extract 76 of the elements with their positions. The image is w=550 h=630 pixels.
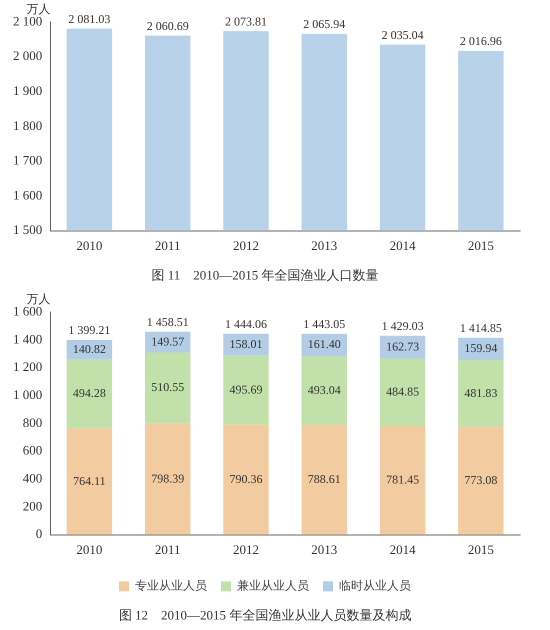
y-tick-label: 1 200 xyxy=(13,359,42,374)
bar xyxy=(66,360,112,428)
bar xyxy=(144,332,190,353)
total-label: 1 444.06 xyxy=(224,316,267,331)
y-tick-label: 800 xyxy=(22,414,42,430)
y-tick-label: 600 xyxy=(22,442,42,458)
bar xyxy=(458,360,504,428)
data-label: 149.57 xyxy=(151,334,184,348)
y-tick-label: 200 xyxy=(22,498,42,514)
y-axis-title: 万人 xyxy=(26,2,50,16)
x-tick-label: 2013 xyxy=(311,238,338,254)
x-tick-label: 2014 xyxy=(390,542,416,558)
data-label: 495.69 xyxy=(229,382,262,396)
data-label: 140.82 xyxy=(72,342,106,356)
total-label: 1 443.05 xyxy=(303,317,346,332)
y-tick-label: 1 000 xyxy=(13,386,42,402)
x-tick-label: 2015 xyxy=(468,542,494,558)
x-tick-label: 2011 xyxy=(154,238,180,254)
bar xyxy=(302,356,347,425)
x-tick-label: 2013 xyxy=(311,542,338,558)
y-tick-label: 2 000 xyxy=(13,48,42,64)
total-label: 1 399.21 xyxy=(68,323,110,338)
bar xyxy=(380,426,426,535)
x-tick-label: 2012 xyxy=(232,542,259,558)
data-label: 161.40 xyxy=(308,337,341,352)
y-tick-label: 1 700 xyxy=(13,152,42,168)
y-tick-label: 1 500 xyxy=(13,222,42,238)
y-tick-label: 0 xyxy=(36,526,42,542)
x-tick-label: 2011 xyxy=(154,542,180,558)
data-label: 798.39 xyxy=(151,471,184,486)
bar xyxy=(458,427,504,535)
bar xyxy=(223,424,269,535)
data-label: 773.08 xyxy=(464,473,498,488)
x-tick-label: 2010 xyxy=(76,542,102,558)
text: 图 11 2010—2015 年全国渔业人口数量 xyxy=(151,268,379,283)
y-tick-label: 1 400 xyxy=(13,331,42,346)
legend-label: 兼业从业人员 xyxy=(237,578,309,593)
data-label: 510.55 xyxy=(151,380,184,394)
x-tick-label: 2014 xyxy=(390,238,416,254)
y-tick-label: 1 800 xyxy=(13,118,42,133)
bar xyxy=(144,352,190,424)
total-label: 1 458.51 xyxy=(146,314,189,329)
data-label: 790.36 xyxy=(229,472,262,486)
bar xyxy=(223,356,269,425)
data-label: 481.83 xyxy=(464,386,498,400)
legend-label: 临时从业人员 xyxy=(339,578,411,593)
data-label: 158.01 xyxy=(229,336,262,351)
data-label: 2 016.96 xyxy=(460,34,502,48)
total-label: 1 414.85 xyxy=(460,320,502,335)
data-label: 159.94 xyxy=(464,341,498,356)
text: 图 12 2010—2015 年全国渔业从业人员数量及构成 xyxy=(118,608,412,623)
data-label: 493.04 xyxy=(308,382,341,397)
x-tick-label: 2015 xyxy=(468,238,494,254)
data-label: 2 035.04 xyxy=(382,28,424,42)
data-label: 781.45 xyxy=(386,472,420,487)
data-label: 162.73 xyxy=(386,339,420,354)
data-label: 764.11 xyxy=(73,474,106,488)
data-label: 494.28 xyxy=(72,386,106,400)
bar xyxy=(380,358,426,426)
total-label: 1 429.03 xyxy=(382,318,424,333)
bar xyxy=(302,424,347,535)
y-tick-label: 400 xyxy=(22,470,42,486)
data-label: 2 065.94 xyxy=(303,17,346,32)
legend-label: 专业从业人员 xyxy=(135,578,207,593)
data-label: 2 073.81 xyxy=(224,14,267,28)
y-tick-label: 1 600 xyxy=(13,187,42,202)
data-label: 788.61 xyxy=(308,472,341,486)
y-axis-title: 万人 xyxy=(26,292,50,306)
bar xyxy=(66,428,112,535)
bar xyxy=(144,424,190,535)
data-label: 2 081.03 xyxy=(68,12,110,26)
data-label: 484.85 xyxy=(386,384,420,398)
y-tick-label: 1 900 xyxy=(13,83,42,98)
x-tick-label: 2012 xyxy=(232,238,259,254)
data-label: 2 060.69 xyxy=(146,18,189,33)
x-tick-label: 2010 xyxy=(76,238,102,254)
